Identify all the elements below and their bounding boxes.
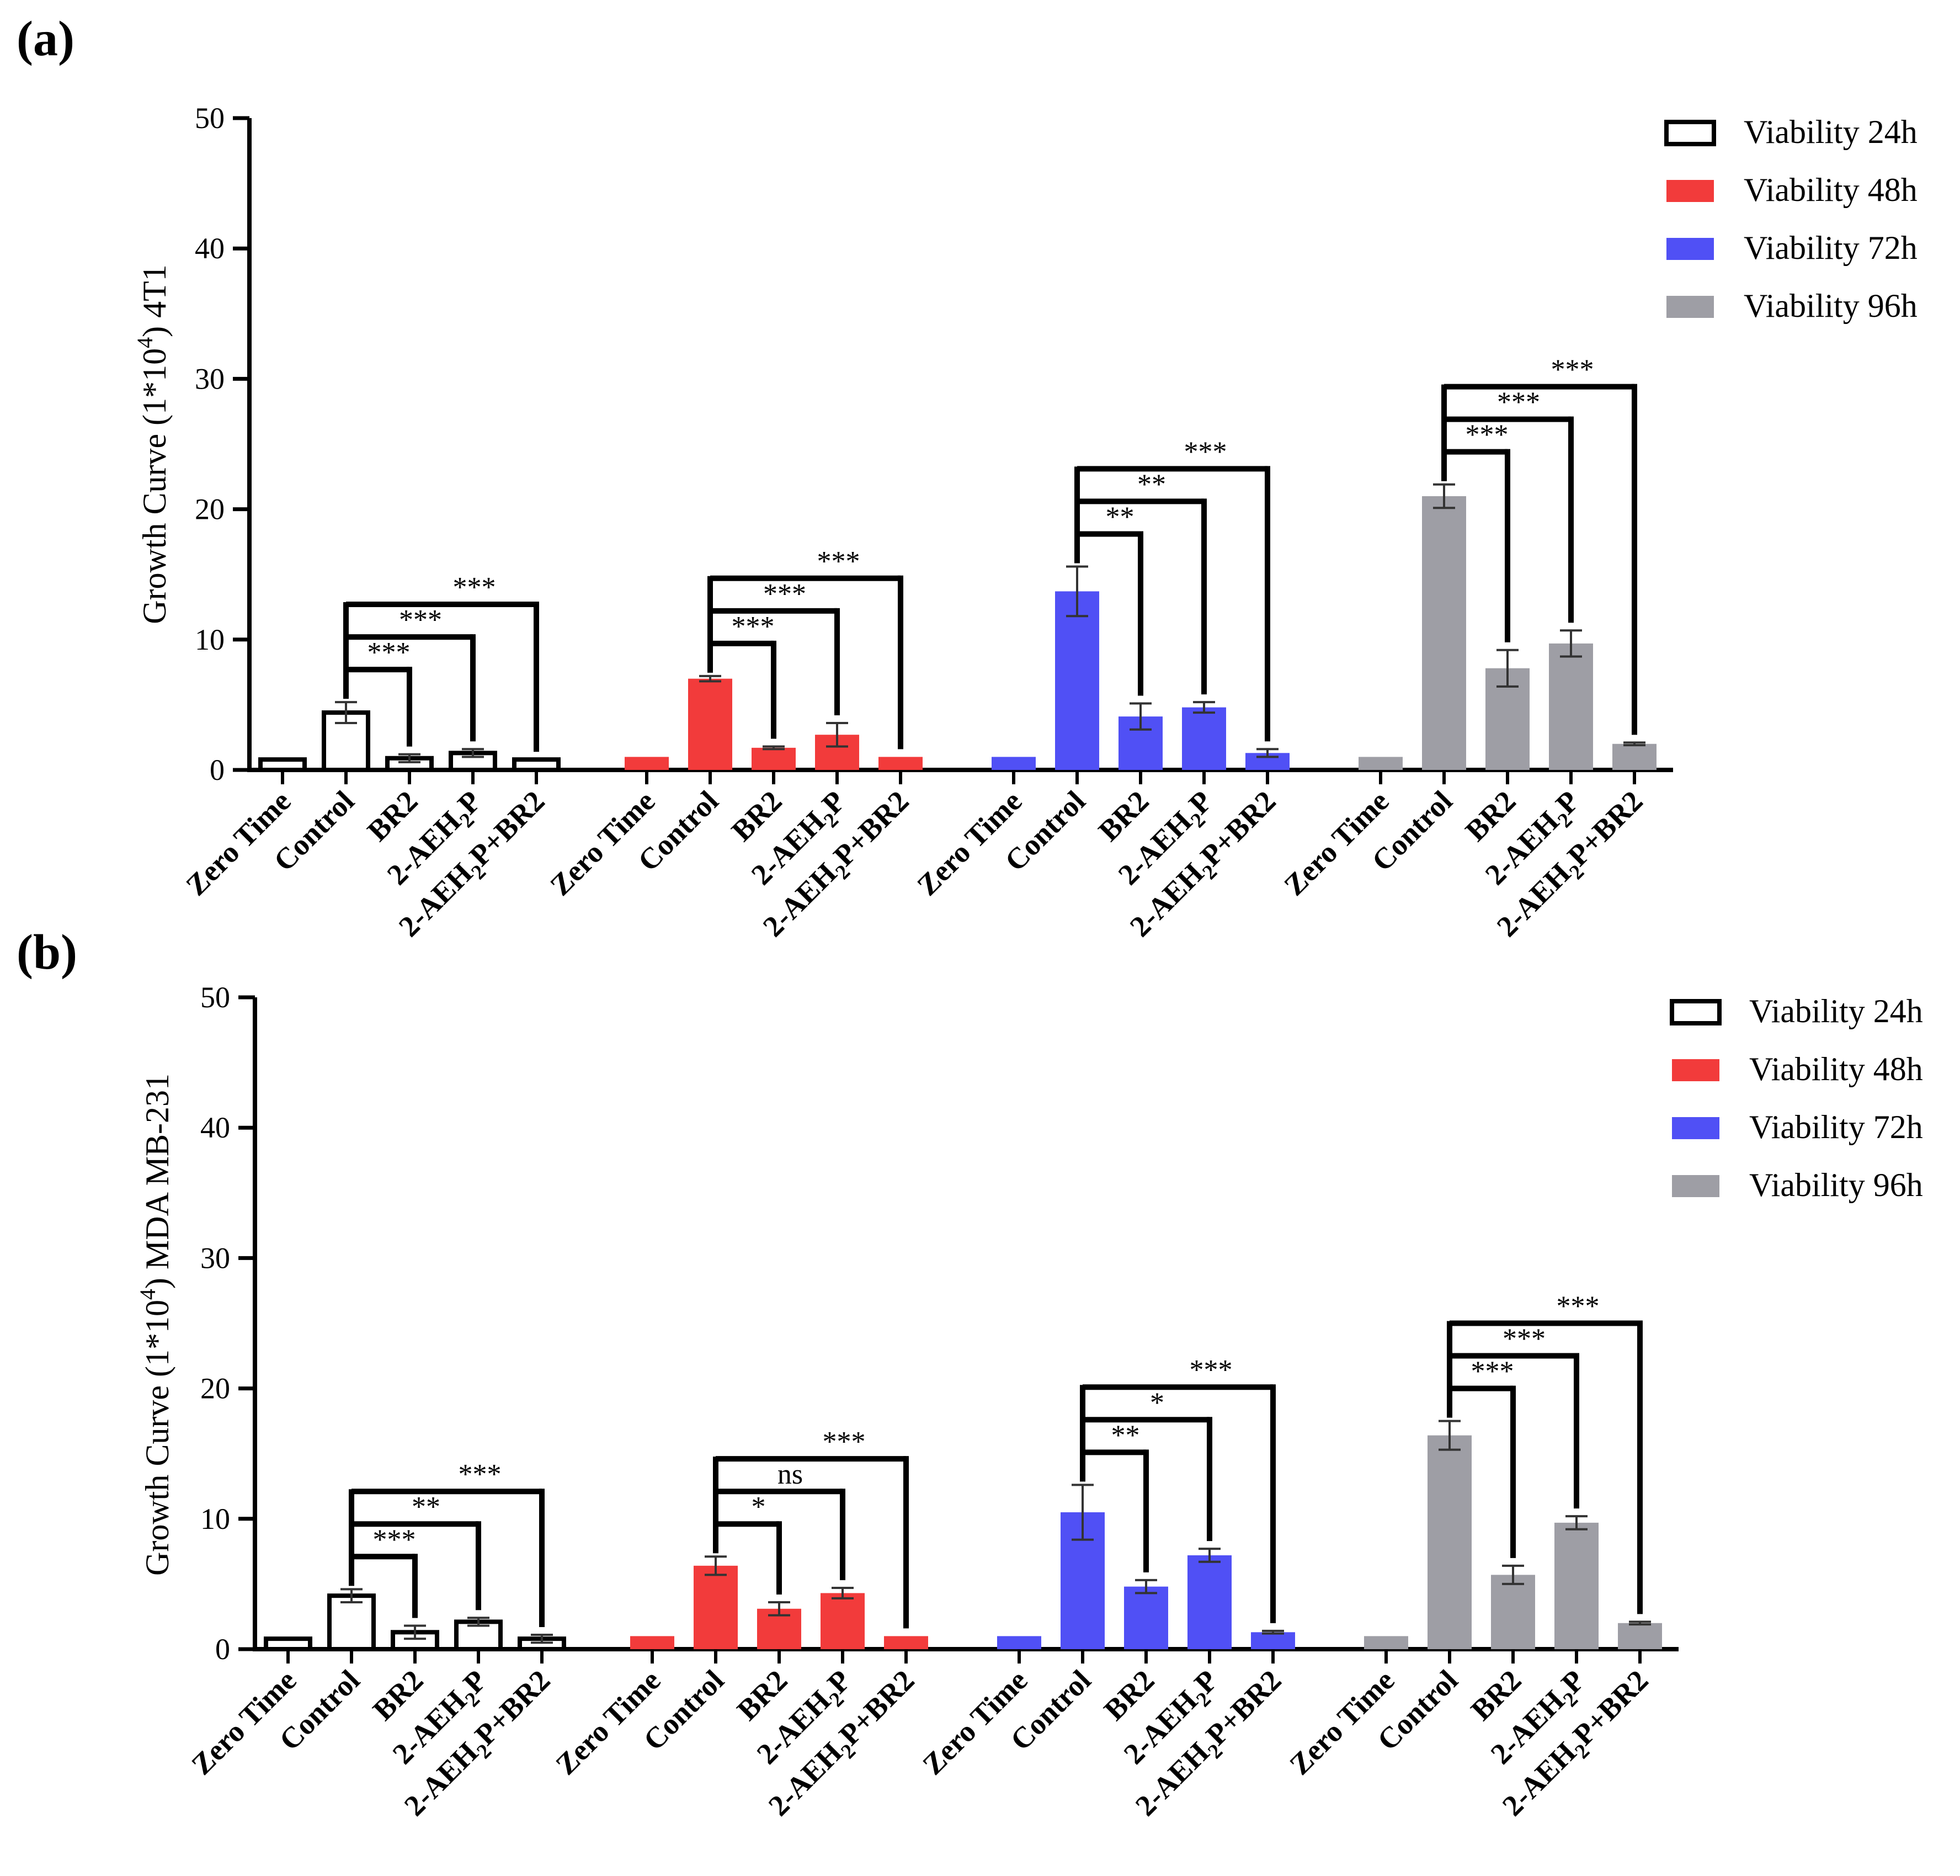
significance-label: *** <box>1557 1291 1600 1322</box>
significance-label: ns <box>777 1459 803 1490</box>
legend-swatch <box>1670 999 1722 1025</box>
bar <box>1618 1623 1662 1649</box>
y-tick-label: 10 <box>195 623 225 656</box>
panel-label: (a) <box>17 12 74 66</box>
legend-label: Viability 96h <box>1749 1167 1923 1203</box>
legend-swatch <box>1666 296 1714 318</box>
y-axis-title-superscript: 4 <box>135 1289 160 1300</box>
panel-label: (b) <box>17 925 77 980</box>
bar <box>1124 1586 1168 1649</box>
bar <box>1549 643 1593 770</box>
y-axis-title-part: ) 4T1 <box>136 264 173 337</box>
legend-swatch <box>1672 1175 1719 1197</box>
significance-label: *** <box>373 1524 416 1555</box>
y-axis-title-part: ) MDA MB-231 <box>139 1073 175 1289</box>
bar <box>1491 1575 1535 1649</box>
legend-swatch <box>1672 1059 1719 1081</box>
bar <box>1055 591 1099 770</box>
y-tick-label: 10 <box>200 1502 230 1535</box>
legend-label: Viability 72h <box>1749 1109 1923 1145</box>
significance-label: *** <box>368 637 411 668</box>
bar <box>258 757 307 773</box>
bar <box>997 1636 1041 1649</box>
significance-label: *** <box>1190 1354 1233 1386</box>
legend-label: Viability 24h <box>1749 993 1923 1029</box>
y-tick-label: 50 <box>195 102 225 135</box>
legend-swatch <box>1672 1117 1719 1139</box>
bar <box>884 1636 928 1649</box>
y-tick-label: 50 <box>200 981 230 1014</box>
bar <box>625 757 669 770</box>
y-tick-label: 40 <box>195 232 225 265</box>
chart-panel: (b) 0 10 20 30 40 50 Growth Curve (1*104) MDA M… <box>17 925 1923 1822</box>
legend-swatch <box>1664 120 1716 146</box>
bar <box>1428 1435 1472 1649</box>
bar <box>327 1593 376 1651</box>
significance-label: *** <box>1471 1356 1514 1388</box>
bar <box>688 678 732 770</box>
significance-label: *** <box>1503 1324 1546 1355</box>
y-axis-title-superscript: 4 <box>132 337 157 348</box>
bar <box>1612 743 1657 770</box>
significance-label: *** <box>817 546 860 577</box>
significance-label: * <box>1150 1387 1164 1418</box>
y-axis-title-part: Growth Curve (1*10 <box>136 348 173 624</box>
significance-label: *** <box>732 611 775 642</box>
significance-label: *** <box>1551 354 1594 386</box>
bar <box>1364 1636 1408 1649</box>
significance-label: ** <box>412 1491 440 1523</box>
significance-label: *** <box>1466 419 1509 451</box>
y-axis-title: Growth Curve (1*104) 4T1 <box>132 264 173 624</box>
y-tick-label: 40 <box>200 1111 230 1144</box>
significance-label: *** <box>1184 436 1227 467</box>
significance-label: * <box>752 1491 766 1523</box>
bar <box>694 1565 738 1649</box>
legend-label: Viability 48h <box>1744 172 1918 208</box>
significance-label: ** <box>1111 1420 1140 1451</box>
bar <box>878 757 923 770</box>
bar <box>264 1636 312 1652</box>
significance-label: *** <box>453 572 496 603</box>
significance-label: *** <box>1497 387 1540 418</box>
legend-label: Viability 96h <box>1744 288 1918 324</box>
significance-label: ** <box>1106 501 1135 533</box>
bar <box>1182 707 1226 770</box>
bar <box>821 1593 865 1649</box>
significance-label: *** <box>399 604 442 636</box>
bar <box>1554 1522 1599 1649</box>
y-tick-label: 0 <box>210 753 225 786</box>
bar <box>752 747 796 770</box>
bar <box>1251 1632 1295 1649</box>
significance-label: *** <box>823 1426 866 1458</box>
bar <box>992 757 1036 770</box>
legend-label: Viability 72h <box>1744 230 1918 266</box>
bar <box>1187 1555 1232 1649</box>
y-tick-label: 30 <box>195 362 225 395</box>
y-axis-title: Growth Curve (1*104) MDA MB-231 <box>135 1073 175 1576</box>
legend-label: Viability 48h <box>1749 1051 1923 1087</box>
legend-label: Viability 24h <box>1744 114 1918 150</box>
bar <box>512 757 561 773</box>
significance-label: *** <box>763 578 806 610</box>
bar <box>1359 757 1403 770</box>
y-tick-label: 30 <box>200 1241 230 1274</box>
significance-label: ** <box>1137 469 1166 500</box>
y-axis-title-part: Growth Curve (1*10 <box>139 1300 175 1576</box>
y-tick-label: 20 <box>200 1372 230 1405</box>
bar <box>630 1636 674 1649</box>
y-tick-label: 0 <box>215 1633 230 1666</box>
bar <box>1422 496 1466 770</box>
y-tick-label: 20 <box>195 493 225 526</box>
significance-label: *** <box>459 1459 502 1490</box>
legend-swatch <box>1666 238 1714 260</box>
legend-swatch <box>1666 180 1714 202</box>
